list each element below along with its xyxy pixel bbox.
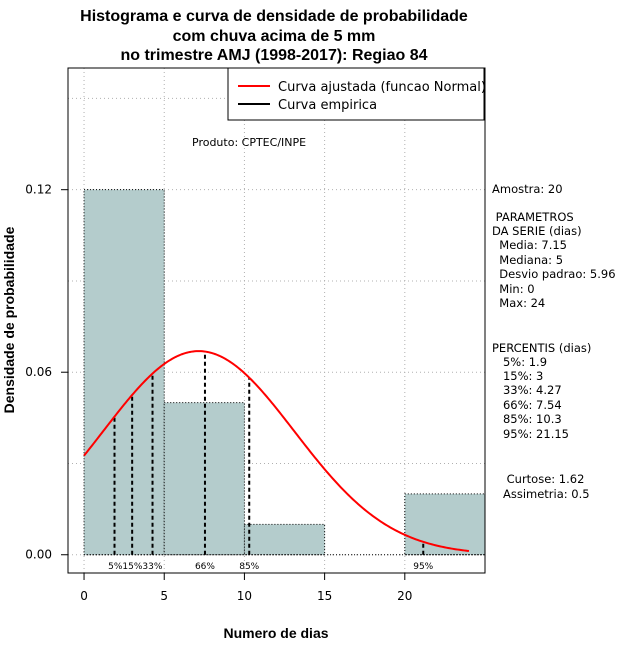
histogram-bar-0	[83, 189, 165, 556]
normal-curve-line	[83, 350, 470, 552]
stat-p95: 95%: 21.15	[492, 427, 569, 441]
y-tick-label-0: 0.00	[25, 548, 52, 562]
x-axis: 0 5 10 15 20	[80, 572, 412, 603]
percentile-label-group-low: 5%15%33%	[108, 562, 163, 572]
x-tick-label-3: 15	[317, 589, 332, 603]
normal-curve-group	[83, 350, 470, 552]
x-tick-label-0: 0	[80, 589, 88, 603]
stat-params-title-2: DA SERIE (dias)	[492, 224, 582, 238]
y-tick-label-2: 0.12	[25, 183, 52, 197]
stat-p66: 66%: 7.54	[492, 398, 562, 412]
percentile-label-66: 66%	[195, 562, 215, 572]
stat-p33: 33%: 4.27	[492, 383, 562, 397]
chart-title-line-2: com chuva acima de 5 mm	[173, 28, 376, 45]
stat-max: Max: 24	[492, 296, 545, 310]
percentile-label-85: 85%	[239, 562, 259, 572]
legend-box	[227, 67, 485, 121]
stat-percentis-title: PERCENTIS (dias)	[492, 341, 591, 355]
x-tick-label-1: 5	[160, 589, 168, 603]
stat-p15: 15%: 3	[492, 369, 543, 383]
percentile-label-95: 95%	[413, 562, 433, 572]
histogram-bar-2	[243, 523, 326, 556]
product-note: Produto: CPTEC/INPE	[192, 136, 306, 149]
percentile-markers: 5%15%33% 66% 85% 95%	[108, 351, 434, 572]
stat-amostra: Amostra: 20	[492, 182, 563, 196]
chart-title-line-3: no trimestre AMJ (1998-2017): Regiao 84	[120, 47, 427, 64]
x-tick-label-2: 10	[237, 589, 252, 603]
legend-label-empirical: Curva empirica	[278, 98, 377, 113]
stat-assimetria: Assimetria: 0.5	[492, 487, 590, 501]
x-tick-label-4: 20	[397, 589, 412, 603]
stats-panel: Amostra: 20 PARAMETROS DA SERIE (dias) M…	[492, 182, 616, 501]
stat-media: Media: 7.15	[492, 238, 567, 252]
x-axis-title: Numero de dias	[223, 625, 328, 641]
stat-min: Min: 0	[492, 282, 535, 296]
stat-curtose: Curtose: 1.62	[492, 472, 584, 486]
chart-title-line-1: Histograma e curva de densidade de proba…	[80, 8, 468, 25]
histogram-bar-4	[404, 493, 486, 556]
y-axis-title: Densidade de probabilidade	[1, 226, 17, 413]
stat-mediana: Mediana: 5	[492, 253, 563, 267]
stat-params-title-1: PARAMETROS	[492, 210, 574, 224]
legend-label-fitted: Curva ajustada (funcao Normal)	[278, 80, 486, 95]
y-axis: 0.00 0.06 0.12	[25, 183, 69, 562]
y-tick-label-1: 0.06	[25, 365, 52, 379]
stat-p5: 5%: 1.9	[492, 355, 547, 369]
stat-desvio: Desvio padrao: 5.96	[492, 267, 616, 281]
legend: Curva ajustada (funcao Normal) Curva emp…	[227, 67, 486, 121]
stat-p85: 85%: 10.3	[492, 412, 562, 426]
